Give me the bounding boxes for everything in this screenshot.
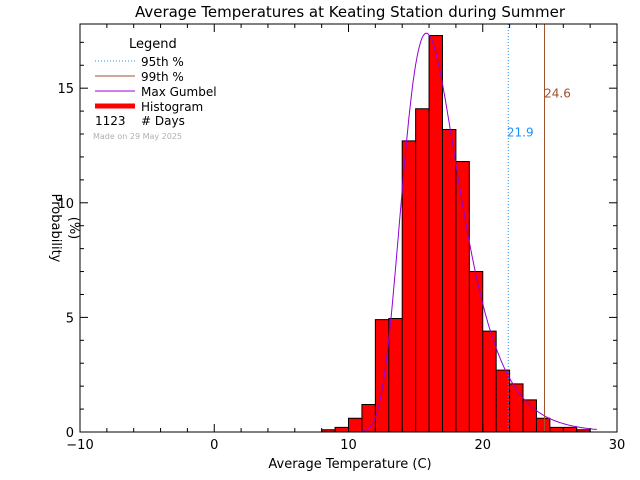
legend-title: Legend (129, 37, 177, 52)
percentile-99-label: 24.6 (544, 86, 571, 100)
x-tick-label: −10 (66, 438, 93, 453)
chart-title: Average Temperatures at Keating Station … (135, 3, 566, 21)
histogram-bar (348, 418, 362, 432)
histogram-bar (402, 140, 416, 433)
y-tick-label: 10 (57, 197, 74, 212)
legend-histogram-label: Histogram (141, 100, 203, 114)
histogram-bar (375, 319, 389, 432)
histogram-bar (469, 271, 483, 432)
histogram-bar (509, 383, 524, 432)
histogram-bar (549, 427, 564, 432)
x-tick-label: 20 (474, 438, 491, 453)
made-on-note: Made on 29 May 2025 (93, 132, 182, 141)
y-tick-label: 0 (66, 426, 74, 441)
y-axis-unit-label: (%) (66, 217, 81, 240)
legend-95th-label: 95th % (141, 55, 184, 69)
histogram-bar (496, 370, 510, 432)
histogram-bar (388, 318, 403, 432)
legend: Legend 95th % 99th % Max Gumbel Histogra… (93, 37, 217, 141)
histogram-bar (482, 331, 497, 432)
legend-gumbel-label: Max Gumbel (141, 85, 217, 99)
histogram-bar (576, 429, 591, 432)
x-tick-label: 10 (340, 438, 357, 453)
legend-day-count: 1123 (95, 114, 126, 128)
histogram-bar (335, 427, 349, 432)
x-tick-label: 0 (210, 438, 218, 453)
histogram-bar (536, 418, 550, 432)
histogram-bar (429, 35, 443, 433)
histogram-bar (455, 161, 470, 433)
histogram-bar (415, 108, 430, 432)
histogram-bar (321, 429, 336, 432)
x-axis-label: Average Temperature (C) (268, 457, 431, 472)
histogram-bar (442, 129, 456, 432)
histogram-bar (563, 427, 577, 432)
percentile-95-label: 21.9 (507, 125, 534, 139)
y-axis-label: Probability (48, 194, 63, 263)
y-tick-label: 15 (57, 82, 74, 97)
legend-99th-label: 99th % (141, 70, 184, 84)
x-tick-label: 30 (609, 438, 626, 453)
y-tick-label: 5 (66, 311, 74, 326)
gumbel-curve (348, 32, 597, 433)
y-axis-label-group: Probability (%) (48, 194, 81, 263)
legend-day-count-label: # Days (141, 114, 185, 128)
